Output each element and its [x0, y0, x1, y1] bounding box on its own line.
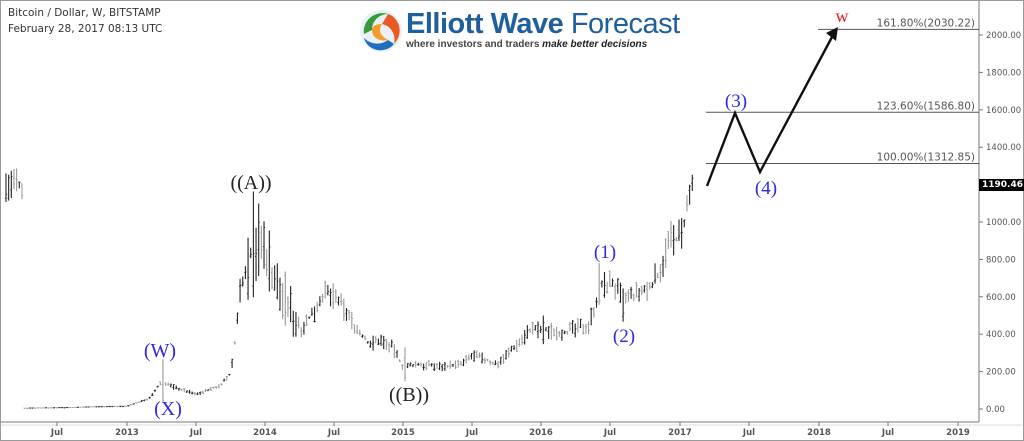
price-axis[interactable]: 2000.00 1800.00 1600.00 1400.00 1000.00 800.0…: [979, 31, 1021, 415]
time-tick-label: 2013: [115, 428, 139, 438]
wave-label: (2): [613, 326, 635, 347]
time-tick-label: 2015: [391, 428, 415, 438]
price-tick-label: 600.00: [986, 293, 1016, 303]
ohlc-bars: [4, 168, 694, 409]
wave-label: (X): [154, 398, 182, 420]
wave-label: ((A)): [230, 172, 271, 194]
wave-label: (1): [594, 242, 616, 263]
arrow-head-icon: [826, 27, 838, 41]
fib-level-label: 123.60%(1586.80): [877, 100, 975, 112]
price-tick-label: 2000.00: [986, 31, 1021, 41]
fib-level-label: 161.80%(2030.22): [877, 17, 975, 29]
time-tick-label: 2016: [529, 428, 553, 438]
time-tick-label: 2019: [946, 428, 970, 438]
brand-tagline: where investors and traders make better …: [406, 39, 647, 50]
price-tick-label: 1000.00: [986, 218, 1021, 228]
fib-level-label: 100.00%(1312.85): [877, 151, 975, 163]
wave-label: ((B)): [389, 384, 429, 406]
price-tick-label: 400.00: [986, 330, 1016, 340]
fibonacci-levels: 161.80%(2030.22) 123.60%(1586.80) 100.00%(…: [706, 17, 979, 164]
wave-labels: (W) (X) ((A)) ((B)) (1) (2) (3) (4) w: [144, 6, 849, 420]
brand-name-light: Forecast: [570, 8, 680, 40]
time-tick-label: Jul: [465, 428, 478, 438]
time-tick-label: Jul: [603, 428, 616, 438]
price-tick-label: 200.00: [986, 368, 1016, 378]
brand-name: Elliott Wave Forecast: [406, 8, 680, 40]
time-tick-label: 2014: [253, 428, 277, 438]
time-tick-label: Jul: [189, 428, 202, 438]
price-tick-label: 1400.00: [986, 143, 1021, 153]
price-tick-label: 800.00: [986, 255, 1016, 265]
time-tick-label: Jul: [327, 428, 340, 438]
wave-label: (W): [144, 340, 176, 362]
brand-logo: Elliott Wave Forecast where investors an…: [356, 6, 680, 56]
price-tick-label: 0.00: [986, 405, 1005, 415]
price-tick-label: 1600.00: [986, 106, 1021, 116]
time-axis[interactable]: Jul 2013 Jul 2014 Jul 2015 Jul 2016 Jul 2017 Jul 20…: [50, 422, 970, 438]
time-tick-label: Jul: [881, 428, 894, 438]
symbol-title: Bitcoin / Dollar, W, BITSTAMP: [8, 7, 161, 19]
wave-label: (4): [755, 178, 777, 199]
price-tick-label: 1800.00: [986, 68, 1021, 78]
chart-timestamp: February 28, 2017 08:13 UTC: [8, 23, 163, 35]
wave-label: (3): [725, 91, 747, 112]
projection-path: [705, 27, 838, 187]
tagline-emphasis: make better decisions: [542, 39, 648, 50]
tagline-plain: where investors and traders: [406, 39, 543, 50]
last-price-tag: 1190.46: [979, 179, 1024, 191]
time-tick-label: Jul: [742, 428, 755, 438]
time-tick-label: 2018: [807, 428, 831, 438]
time-tick-label: 2017: [668, 428, 692, 438]
logo-swirl-icon: [360, 10, 402, 52]
brand-name-bold: Elliott Wave: [406, 8, 564, 40]
time-tick-label: Jul: [50, 428, 63, 438]
wave-label: w: [836, 6, 849, 26]
